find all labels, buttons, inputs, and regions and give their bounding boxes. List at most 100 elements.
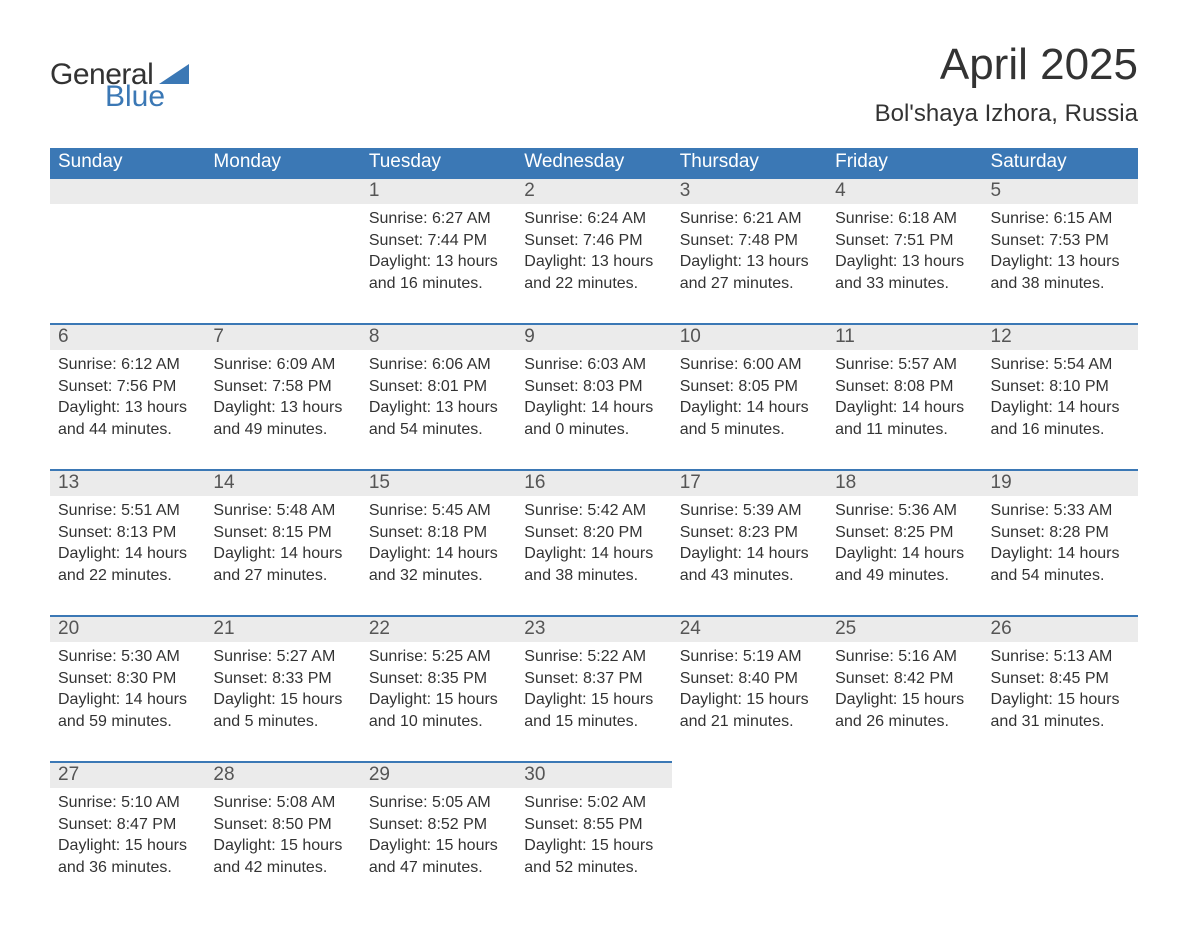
sunrise-text: Sunrise: 6:12 AM — [58, 354, 197, 376]
day-content-cell: Sunrise: 6:18 AMSunset: 7:51 PMDaylight:… — [827, 204, 982, 324]
sunrise-text: Sunrise: 6:24 AM — [524, 208, 663, 230]
daylight-text: Daylight: 13 hours and 16 minutes. — [369, 251, 508, 294]
sunrise-text: Sunrise: 6:21 AM — [680, 208, 819, 230]
day-number-cell: 18 — [827, 470, 982, 496]
day-content-cell: Sunrise: 5:48 AMSunset: 8:15 PMDaylight:… — [205, 496, 360, 616]
sunset-text: Sunset: 8:47 PM — [58, 814, 197, 836]
location-label: Bol'shaya Izhora, Russia — [875, 100, 1138, 128]
sunset-text: Sunset: 8:25 PM — [835, 522, 974, 544]
daylight-text: Daylight: 13 hours and 22 minutes. — [524, 251, 663, 294]
sunrise-text: Sunrise: 5:42 AM — [524, 500, 663, 522]
day-content-cell: Sunrise: 6:15 AMSunset: 7:53 PMDaylight:… — [983, 204, 1138, 324]
day-number-cell — [983, 762, 1138, 788]
daylight-text: Daylight: 14 hours and 22 minutes. — [58, 543, 197, 586]
day-number-cell: 27 — [50, 762, 205, 788]
day-number-cell: 19 — [983, 470, 1138, 496]
sunset-text: Sunset: 7:58 PM — [213, 376, 352, 398]
sunrise-text: Sunrise: 5:45 AM — [369, 500, 508, 522]
sunset-text: Sunset: 7:44 PM — [369, 230, 508, 252]
daynum-row: 6789101112 — [50, 324, 1138, 350]
daylight-text: Daylight: 13 hours and 54 minutes. — [369, 397, 508, 440]
day-content-cell: Sunrise: 6:06 AMSunset: 8:01 PMDaylight:… — [361, 350, 516, 470]
brand-logo: General Blue — [50, 60, 189, 112]
content-row: Sunrise: 6:12 AMSunset: 7:56 PMDaylight:… — [50, 350, 1138, 470]
day-number-cell — [672, 762, 827, 788]
sunset-text: Sunset: 8:45 PM — [991, 668, 1130, 690]
sunrise-text: Sunrise: 6:27 AM — [369, 208, 508, 230]
day-number-cell — [50, 178, 205, 204]
daylight-text: Daylight: 15 hours and 26 minutes. — [835, 689, 974, 732]
daylight-text: Daylight: 13 hours and 33 minutes. — [835, 251, 974, 294]
day-content-cell: Sunrise: 5:19 AMSunset: 8:40 PMDaylight:… — [672, 642, 827, 762]
day-content-cell: Sunrise: 5:30 AMSunset: 8:30 PMDaylight:… — [50, 642, 205, 762]
day-content-cell: Sunrise: 5:45 AMSunset: 8:18 PMDaylight:… — [361, 496, 516, 616]
sunrise-text: Sunrise: 5:10 AM — [58, 792, 197, 814]
daylight-text: Daylight: 14 hours and 5 minutes. — [680, 397, 819, 440]
daylight-text: Daylight: 14 hours and 38 minutes. — [524, 543, 663, 586]
day-number-cell: 25 — [827, 616, 982, 642]
day-number-cell: 22 — [361, 616, 516, 642]
sunrise-text: Sunrise: 5:36 AM — [835, 500, 974, 522]
weekday-header: Thursday — [672, 148, 827, 178]
title-block: April 2025 Bol'shaya Izhora, Russia — [875, 40, 1138, 128]
daylight-text: Daylight: 15 hours and 31 minutes. — [991, 689, 1130, 732]
sunset-text: Sunset: 8:13 PM — [58, 522, 197, 544]
daylight-text: Daylight: 15 hours and 15 minutes. — [524, 689, 663, 732]
brand-name-part2: Blue — [105, 82, 189, 112]
day-number-cell: 20 — [50, 616, 205, 642]
sunset-text: Sunset: 8:20 PM — [524, 522, 663, 544]
sunset-text: Sunset: 8:08 PM — [835, 376, 974, 398]
sunset-text: Sunset: 8:50 PM — [213, 814, 352, 836]
page-header: General Blue April 2025 Bol'shaya Izhora… — [50, 40, 1138, 128]
sunrise-text: Sunrise: 6:03 AM — [524, 354, 663, 376]
day-number-cell: 9 — [516, 324, 671, 350]
day-content-cell: Sunrise: 6:24 AMSunset: 7:46 PMDaylight:… — [516, 204, 671, 324]
day-content-cell: Sunrise: 5:02 AMSunset: 8:55 PMDaylight:… — [516, 788, 671, 908]
sunset-text: Sunset: 8:18 PM — [369, 522, 508, 544]
sunset-text: Sunset: 8:01 PM — [369, 376, 508, 398]
day-number-cell: 24 — [672, 616, 827, 642]
day-number-cell: 10 — [672, 324, 827, 350]
weekday-header: Saturday — [983, 148, 1138, 178]
sunrise-text: Sunrise: 5:27 AM — [213, 646, 352, 668]
content-row: Sunrise: 5:10 AMSunset: 8:47 PM Daylight:… — [50, 788, 1138, 908]
sunset-text: Sunset: 8:37 PM — [524, 668, 663, 690]
day-content-cell — [672, 788, 827, 908]
daynum-row: 20212223242526 — [50, 616, 1138, 642]
day-number-cell: 2 — [516, 178, 671, 204]
sunrise-text: Sunrise: 6:15 AM — [991, 208, 1130, 230]
day-content-cell: Sunrise: 5:39 AMSunset: 8:23 PMDaylight:… — [672, 496, 827, 616]
day-number-cell: 28 — [205, 762, 360, 788]
weekday-header: Wednesday — [516, 148, 671, 178]
month-title: April 2025 — [875, 40, 1138, 90]
day-content-cell: Sunrise: 6:09 AMSunset: 7:58 PMDaylight:… — [205, 350, 360, 470]
weekday-header-row: Sunday Monday Tuesday Wednesday Thursday… — [50, 148, 1138, 178]
day-number-cell: 29 — [361, 762, 516, 788]
day-content-cell: Sunrise: 5:33 AMSunset: 8:28 PMDaylight:… — [983, 496, 1138, 616]
day-content-cell: Sunrise: 5:22 AMSunset: 8:37 PMDaylight:… — [516, 642, 671, 762]
sunrise-text: Sunrise: 6:18 AM — [835, 208, 974, 230]
sunrise-text: Sunrise: 5:48 AM — [213, 500, 352, 522]
content-row: Sunrise: 5:30 AMSunset: 8:30 PMDaylight:… — [50, 642, 1138, 762]
content-row: Sunrise: 5:51 AMSunset: 8:13 PMDaylight:… — [50, 496, 1138, 616]
calendar-page: General Blue April 2025 Bol'shaya Izhora… — [0, 0, 1188, 938]
weekday-header: Tuesday — [361, 148, 516, 178]
daylight-text: Daylight: 14 hours and 27 minutes. — [213, 543, 352, 586]
sunrise-text: Sunrise: 5:13 AM — [991, 646, 1130, 668]
sunrise-text: Sunrise: 5:51 AM — [58, 500, 197, 522]
daynum-row: 12345 — [50, 178, 1138, 204]
daylight-text: Daylight: 14 hours and 16 minutes. — [991, 397, 1130, 440]
day-number-cell: 5 — [983, 178, 1138, 204]
daylight-text: Daylight: 15 hours and 42 minutes. — [213, 835, 352, 878]
day-content-cell: Sunrise: 5:10 AMSunset: 8:47 PMDaylight:… — [50, 788, 205, 908]
day-content-cell — [205, 204, 360, 324]
day-content-cell: Sunrise: 6:27 AMSunset: 7:44 PMDaylight:… — [361, 204, 516, 324]
day-content-cell: Sunrise: 5:54 AMSunset: 8:10 PMDaylight:… — [983, 350, 1138, 470]
day-number-cell: 30 — [516, 762, 671, 788]
day-content-cell: Sunrise: 5:27 AMSunset: 8:33 PMDaylight:… — [205, 642, 360, 762]
daylight-text: Daylight: 14 hours and 59 minutes. — [58, 689, 197, 732]
day-number-cell: 8 — [361, 324, 516, 350]
day-number-cell — [205, 178, 360, 204]
sunrise-text: Sunrise: 5:57 AM — [835, 354, 974, 376]
day-number-cell: 16 — [516, 470, 671, 496]
